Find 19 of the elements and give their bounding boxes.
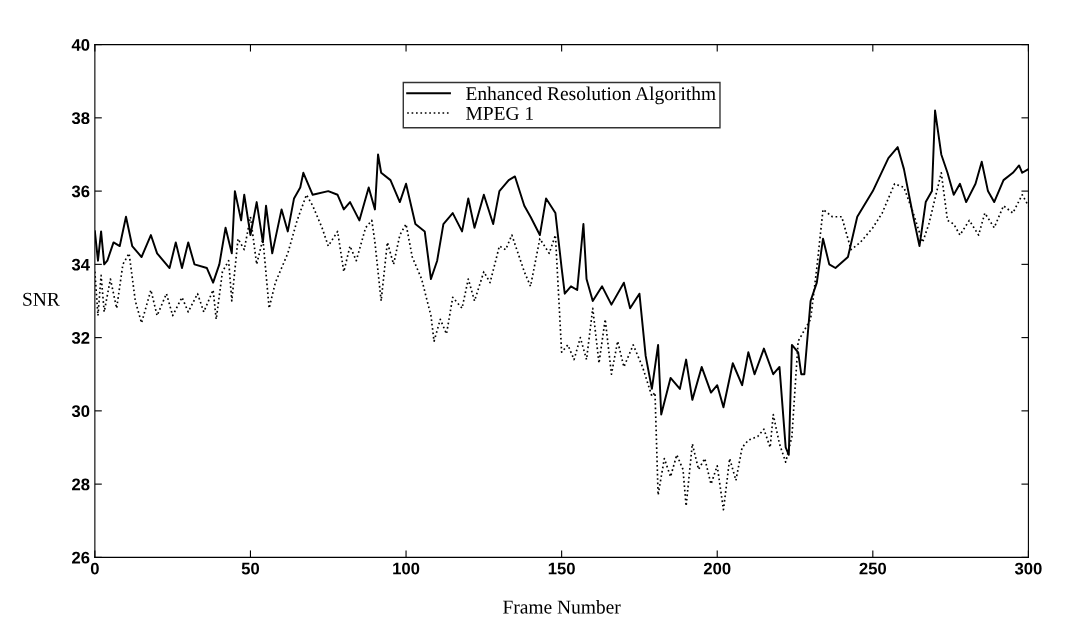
y-tick-label: 38	[71, 112, 90, 125]
x-tick-label: 50	[241, 562, 260, 575]
y-axis-title: SNR	[23, 292, 60, 306]
x-tick-label: 100	[393, 562, 420, 575]
legend-label: MPEG 1	[466, 106, 533, 120]
y-tick-label: 36	[71, 185, 90, 198]
x-tick-label: 150	[548, 562, 575, 575]
x-tick-label: 200	[703, 562, 731, 575]
y-tick-label: 28	[72, 478, 90, 491]
y-tick-label: 40	[71, 38, 90, 51]
y-tick-label: 30	[71, 405, 90, 418]
legend-label: Enhanced Resolution Algorithm	[466, 86, 716, 105]
x-tick-label: 300	[1014, 562, 1042, 575]
y-tick-label: 32	[71, 332, 90, 344]
x-tick-label: 250	[859, 562, 887, 575]
y-tick-label: 26	[72, 551, 90, 564]
y-tick-label: 34	[71, 258, 90, 271]
x-axis-title: Frame Number	[503, 599, 621, 614]
x-tick-label: 0	[90, 562, 99, 575]
